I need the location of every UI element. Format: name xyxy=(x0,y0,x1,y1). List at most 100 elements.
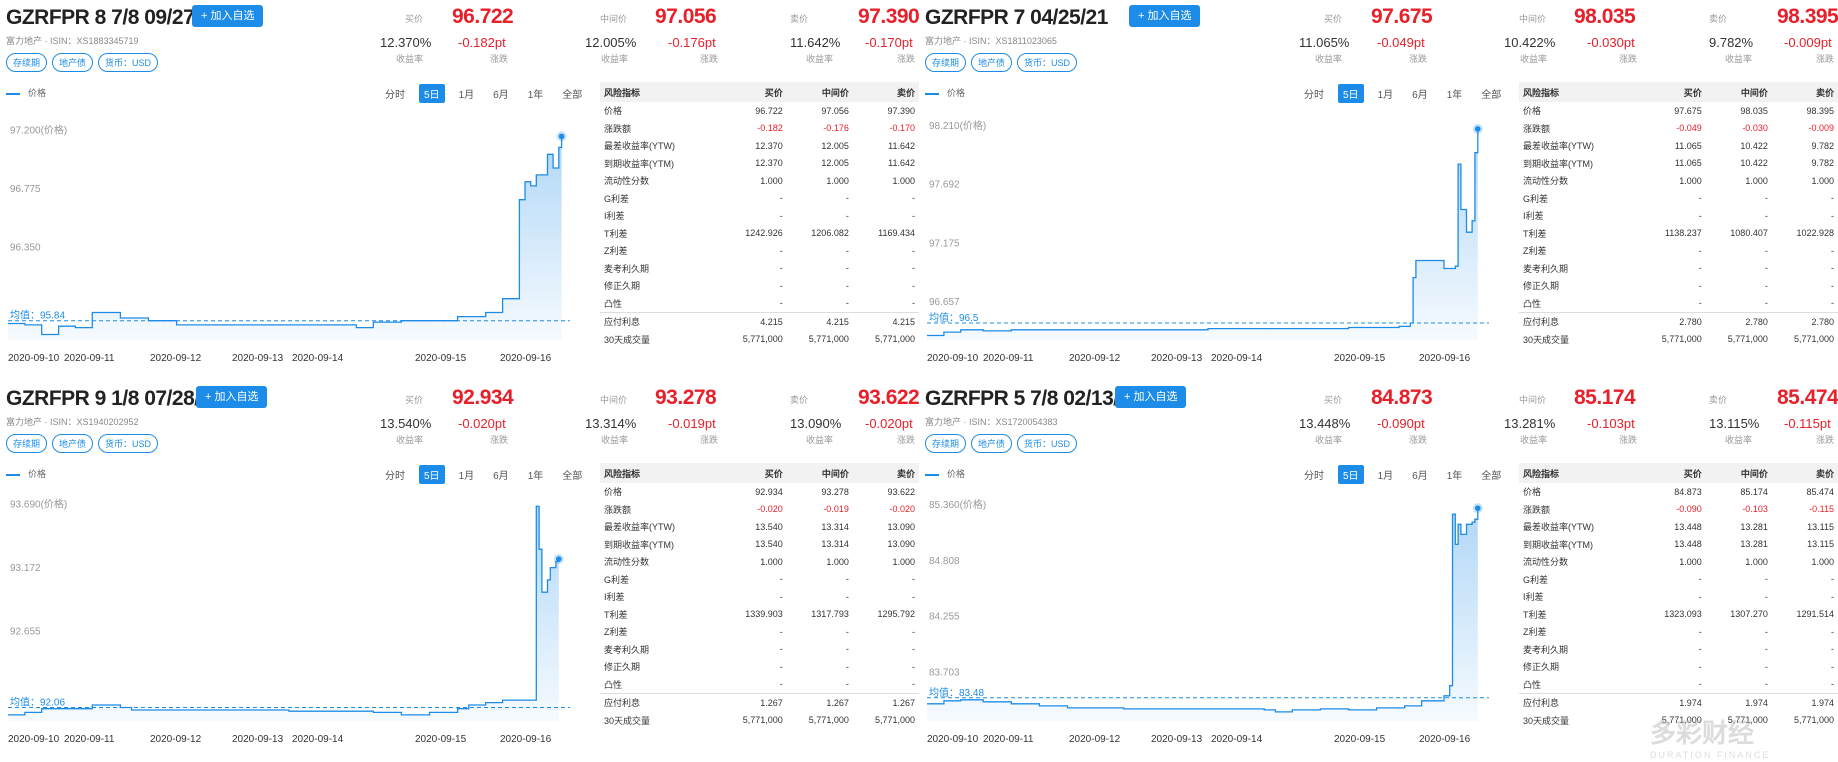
range-tab[interactable]: 全部 xyxy=(1481,471,1502,482)
metric-value: - xyxy=(1831,245,1834,256)
bond-title[interactable]: GZRFPR 9 1/8 07/28/22 xyxy=(6,387,222,410)
add-watchlist-button[interactable]: + 加入自选 xyxy=(1129,5,1201,27)
range-tab[interactable]: 1月 xyxy=(1377,90,1394,101)
add-watchlist-button[interactable]: + 加入自选 xyxy=(192,5,264,27)
price-chart[interactable]: 97.200(价格) 96.775 96.350 均值：95.84 2020-09-10… xyxy=(0,105,590,367)
price-chart[interactable]: 85.360(价格) 84.808 84.255 83.703 均值：83.48 2020… xyxy=(919,486,1509,748)
y-tick-label: 93.172 xyxy=(10,563,41,574)
range-tab[interactable]: 6月 xyxy=(493,471,509,482)
metric-value: - xyxy=(1764,210,1768,221)
metric-name: Z利差 xyxy=(1523,246,1547,257)
tag[interactable]: 货币：USD xyxy=(1017,434,1078,453)
bid-change: -0.090pt xyxy=(1377,416,1425,431)
range-tab[interactable]: 1年 xyxy=(1446,471,1463,482)
tag[interactable]: 存续期 xyxy=(6,434,48,453)
range-tab[interactable]: 分时 xyxy=(385,90,405,101)
metric-value: - xyxy=(779,574,783,585)
bid-label: 买价 xyxy=(405,14,424,24)
metric-value: 1317.793 xyxy=(811,609,849,620)
metric-value: 1.267 xyxy=(852,693,919,712)
table-row: 凸性 - - - xyxy=(600,295,919,313)
column-header: 中间价 xyxy=(786,463,853,483)
price-chart[interactable]: 93.690(价格) 93.172 92.655 均值：92.06 2020-09-10… xyxy=(0,486,590,748)
range-tab[interactable]: 全部 xyxy=(1481,90,1502,101)
add-watchlist-button[interactable]: + 加入自选 xyxy=(1115,386,1187,408)
y-tick-label: 97.200(价格) xyxy=(10,124,67,137)
range-tab[interactable]: 1月 xyxy=(1377,471,1394,482)
metric-value: -0.170 xyxy=(889,123,915,134)
metric-value: 12.005 xyxy=(821,158,849,169)
range-tab[interactable]: 6月 xyxy=(493,90,509,101)
range-tab[interactable]: 1年 xyxy=(1446,90,1463,101)
range-tab[interactable]: 1年 xyxy=(527,471,544,482)
range-tab[interactable]: 分时 xyxy=(385,471,405,482)
metric-value: - xyxy=(912,193,915,204)
range-tab[interactable]: 5日 xyxy=(419,465,445,484)
column-header: 中间价 xyxy=(1705,82,1772,102)
metric-value: - xyxy=(845,263,849,274)
y-tick-label: 97.692 xyxy=(929,180,960,191)
metric-value: 85.174 xyxy=(1740,486,1768,497)
bid-label: 买价 xyxy=(1324,14,1343,24)
tag[interactable]: 货币：USD xyxy=(98,434,159,453)
metric-name: G利差 xyxy=(604,574,630,585)
mid-change: -0.030pt xyxy=(1587,35,1635,50)
mid-price: 93.278 xyxy=(655,386,717,409)
tag[interactable]: 存续期 xyxy=(925,434,967,453)
metric-value: - xyxy=(845,626,849,637)
x-tick-label: 2020-09-12 xyxy=(150,734,202,745)
range-tab[interactable]: 6月 xyxy=(1412,471,1428,482)
tag[interactable]: 地产债 xyxy=(52,434,94,453)
range-tab[interactable]: 全部 xyxy=(562,90,583,101)
price-chart[interactable]: 98.210(价格) 97.692 97.175 96.657 均值：96.5 2020-… xyxy=(919,105,1509,367)
table-row: 流动性分数 1.000 1.000 1.000 xyxy=(1519,553,1838,571)
metric-name: G利差 xyxy=(1523,574,1549,585)
x-tick-label: 2020-09-12 xyxy=(150,353,202,364)
range-tab[interactable]: 5日 xyxy=(1338,84,1364,103)
metric-value: 84.873 xyxy=(1674,486,1702,497)
metric-name: 价格 xyxy=(604,487,623,498)
last-point-marker[interactable] xyxy=(558,133,565,140)
mid-yield: 13.314% xyxy=(585,416,637,431)
tag[interactable]: 地产债 xyxy=(52,53,94,72)
range-tab[interactable]: 5日 xyxy=(419,84,445,103)
metric-value: 1.000 xyxy=(1679,175,1702,186)
metric-value: 9.782 xyxy=(1811,158,1834,169)
range-tab[interactable]: 分时 xyxy=(1304,90,1324,101)
metric-name: 流动性分数 xyxy=(604,557,650,568)
bond-title[interactable]: GZRFPR 7 04/25/21 xyxy=(925,6,1108,29)
range-tab[interactable]: 1月 xyxy=(458,90,475,101)
range-tab[interactable]: 5日 xyxy=(1338,465,1364,484)
metric-name: 到期收益率(YTM) xyxy=(1523,158,1593,169)
last-point-marker[interactable] xyxy=(555,556,562,562)
metric-value: 1291.514 xyxy=(1796,609,1834,620)
tag[interactable]: 地产债 xyxy=(971,434,1013,453)
tag[interactable]: 货币：USD xyxy=(98,53,159,72)
table-row: 修正久期 - - - xyxy=(600,658,919,676)
average-label: 均值：83.48 xyxy=(929,686,984,699)
tag[interactable]: 货币：USD xyxy=(1017,53,1078,72)
tag[interactable]: 存续期 xyxy=(6,53,48,72)
bond-title[interactable]: GZRFPR 5 7/8 02/13/23 xyxy=(925,387,1141,410)
metric-value: 12.005 xyxy=(821,140,849,151)
range-tab[interactable]: 分时 xyxy=(1304,471,1324,482)
metric-value: 10.422 xyxy=(1740,158,1768,169)
tag[interactable]: 存续期 xyxy=(925,53,967,72)
tag[interactable]: 地产债 xyxy=(971,53,1013,72)
last-point-marker[interactable] xyxy=(1474,126,1481,132)
add-watchlist-button[interactable]: + 加入自选 xyxy=(196,386,268,408)
range-tab[interactable]: 1月 xyxy=(458,471,475,482)
metric-name: 凸性 xyxy=(604,679,623,690)
x-tick-label: 2020-09-15 xyxy=(1334,734,1386,745)
price-series-line xyxy=(8,505,560,716)
bond-title[interactable]: GZRFPR 8 7/8 09/27/21 xyxy=(6,6,222,29)
metric-name: 修正久期 xyxy=(1523,281,1560,292)
last-point-marker[interactable] xyxy=(1474,505,1481,511)
range-tab[interactable]: 6月 xyxy=(1412,90,1428,101)
y-tick-label: 84.808 xyxy=(929,556,960,567)
range-tab[interactable]: 全部 xyxy=(562,471,583,482)
x-tick-label: 2020-09-16 xyxy=(500,353,552,364)
metric-value: 1.974 xyxy=(1771,693,1838,712)
ask-change: -0.009pt xyxy=(1784,35,1832,50)
range-tab[interactable]: 1年 xyxy=(527,90,544,101)
